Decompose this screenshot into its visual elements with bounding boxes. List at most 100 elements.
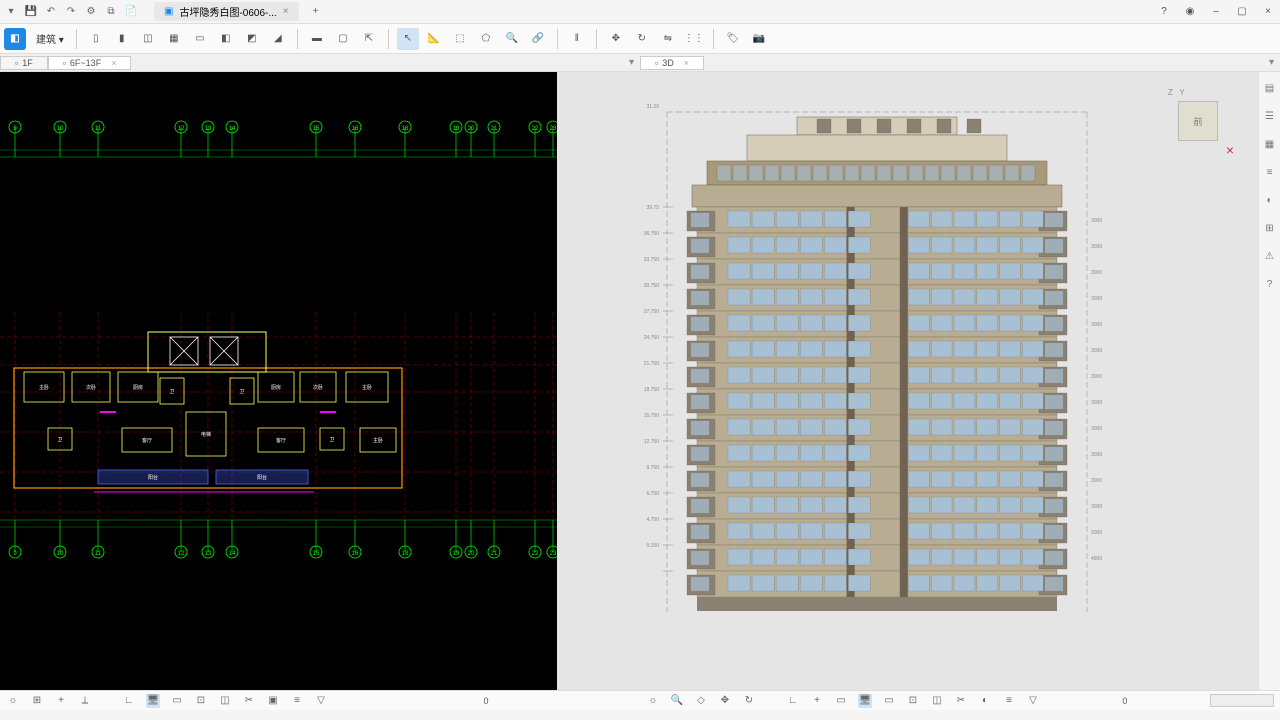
bt-hide-icon[interactable]: ⊡ [194,694,208,708]
align-icon[interactable]: ‖ [566,28,588,50]
svg-text:27.750: 27.750 [644,309,660,315]
rpanel-browser-icon[interactable]: ☰ [1262,108,1278,124]
tool-wall-icon[interactable]: ▯ [85,28,107,50]
svg-text:客厅: 客厅 [142,437,152,444]
minimize-icon[interactable]: – [1208,6,1224,17]
bt3-ghost-icon[interactable]: ◐ [978,694,992,708]
bt-section-icon[interactable]: ✂ [242,694,256,708]
file-tab-close-icon[interactable]: × [283,6,289,17]
view-tab-1f[interactable]: ▫ 1F [0,56,48,70]
bt3-rotate-icon[interactable]: ◇ [694,694,708,708]
view-tab-6f13f[interactable]: ▫ 6F~13F × [48,56,132,70]
redo-icon[interactable]: ↷ [64,5,78,19]
new-tab-icon[interactable]: + [309,5,323,19]
link-icon[interactable]: 🔗 [527,28,549,50]
tool-generic-icon[interactable]: ▢ [332,28,354,50]
view-tab-6f13f-close-icon[interactable]: × [111,58,116,68]
bt3-level-icon[interactable]: ≡ [1002,694,1016,708]
tool-stair-icon[interactable]: ◩ [241,28,263,50]
doc-icon[interactable]: 📄 [124,5,138,19]
bt3-wire-icon[interactable]: ▭ [882,694,896,708]
rpanel-properties-icon[interactable]: ▤ [1262,80,1278,96]
mirror-icon[interactable]: ⇋ [657,28,679,50]
file-tab[interactable]: ▣ 古坪隐秀白图-0606-... × [154,2,299,21]
tool-beam-icon[interactable]: ▬ [306,28,328,50]
maximize-icon[interactable]: ▢ [1234,6,1250,17]
cloud-icon[interactable]: ◉ [1182,6,1198,17]
select-tool-icon[interactable]: ↖ [397,28,419,50]
view-tabs-right-dropdown-icon[interactable]: ▾ [1269,57,1274,68]
svg-text:2000: 2000 [1091,530,1102,536]
nav-cube-face[interactable]: 前 [1178,101,1218,141]
tool-door-icon[interactable]: ◫ [137,28,159,50]
bt-filter-icon[interactable]: ▽ [314,694,328,708]
view-tab-3d[interactable]: ▫ 3D × [640,56,704,70]
view-tabs-left: ▫ 1F ▫ 6F~13F × ▾ [0,54,640,71]
svg-text:20: 20 [468,126,475,132]
bt3-iso-icon[interactable]: ◫ [930,694,944,708]
app-menu-icon[interactable]: ▾ [4,5,18,19]
svg-text:15.750: 15.750 [644,413,660,419]
tool-slab-icon[interactable]: ▭ [189,28,211,50]
tool-window-icon[interactable]: ▦ [163,28,185,50]
undo-icon[interactable]: ↶ [44,5,58,19]
bottom-toolbar-left: ☼ ⊞ + ⟂ ∟ 🖥 ▭ ⊡ ◫ ✂ ▣ ≡ ▽ 0 [0,691,640,710]
save-icon[interactable]: 💾 [24,5,38,19]
array-icon[interactable]: ⋮⋮ [683,28,705,50]
bt-sun-icon[interactable]: ☼ [6,694,20,708]
bt3-camera-icon[interactable]: ▭ [834,694,848,708]
filter-icon[interactable]: 🔍 [501,28,523,50]
bt3-ortho-icon[interactable]: ∟ [786,694,800,708]
measure-tool-icon[interactable]: 📐 [423,28,445,50]
rotate-icon[interactable]: ↻ [631,28,653,50]
bt-clip-icon[interactable]: ▣ [266,694,280,708]
app-logo-icon[interactable]: ◧ [4,28,26,50]
bt-ortho-icon[interactable]: ⟂ [78,694,92,708]
bt3-shade-icon[interactable]: 🖥 [858,694,872,708]
bt3-hide-icon[interactable]: ⊡ [906,694,920,708]
mode-selector[interactable]: 建筑 ▾ [30,29,70,48]
svg-text:19: 19 [453,551,460,557]
svg-text:19: 19 [453,126,460,132]
bt-display-icon[interactable]: 🖥 [146,694,160,708]
tool-ramp-icon[interactable]: ◢ [267,28,289,50]
bt-snap-icon[interactable]: + [54,694,68,708]
elevation-viewport[interactable]: 39.75300036.750300033.750300030.75030002… [557,72,1258,690]
box-select-icon[interactable]: ⬚ [449,28,471,50]
bt3-section-icon[interactable]: ✂ [954,694,968,708]
view-tabs-left-dropdown-icon[interactable]: ▾ [629,57,634,68]
bt3-persp-icon[interactable]: + [810,694,824,708]
bt-angle-icon[interactable]: ∟ [122,694,136,708]
rpanel-assets-icon[interactable]: ⊞ [1262,220,1278,236]
rpanel-layers-icon[interactable]: ≡ [1262,164,1278,180]
rpanel-help-icon[interactable]: ? [1262,276,1278,292]
camera-icon[interactable]: 📷 [748,28,770,50]
rpanel-views-icon[interactable]: ▦ [1262,136,1278,152]
bt3-zoom-icon[interactable]: 🔍 [670,694,684,708]
bt-level-icon[interactable]: ≡ [290,694,304,708]
bt3-orbit-icon[interactable]: ↻ [742,694,756,708]
rpanel-materials-icon[interactable]: ◐ [1262,192,1278,208]
move-icon[interactable]: ✥ [605,28,627,50]
close-icon[interactable]: × [1260,6,1276,17]
bt3-filter-icon[interactable]: ▽ [1026,694,1040,708]
copy-icon[interactable]: ⧉ [104,5,118,19]
tool-column-icon[interactable]: ▮ [111,28,133,50]
tool-roof-icon[interactable]: ◧ [215,28,237,50]
settings-icon[interactable]: ⚙ [84,5,98,19]
bt-grid-icon[interactable]: ⊞ [30,694,44,708]
right-zoom-field[interactable] [1210,694,1274,707]
rpanel-issues-icon[interactable]: ⚠ [1262,248,1278,264]
bt3-pan-icon[interactable]: ✥ [718,694,732,708]
floorplan-viewport[interactable]: 9910101111121213131414151516161818191920… [0,72,557,690]
bt3-sun-icon[interactable]: ☼ [646,694,660,708]
help-icon[interactable]: ? [1156,6,1172,17]
poly-select-icon[interactable]: ⬠ [475,28,497,50]
tag-icon[interactable]: 🏷 [722,28,744,50]
bt-wire-icon[interactable]: ▭ [170,694,184,708]
tool-import-icon[interactable]: ⇱ [358,28,380,50]
view-tab-3d-close-icon[interactable]: × [684,58,689,68]
svg-text:24.750: 24.750 [644,335,660,341]
nav-cube[interactable]: Z Y 前 × [1168,88,1228,158]
bt-isolate-icon[interactable]: ◫ [218,694,232,708]
